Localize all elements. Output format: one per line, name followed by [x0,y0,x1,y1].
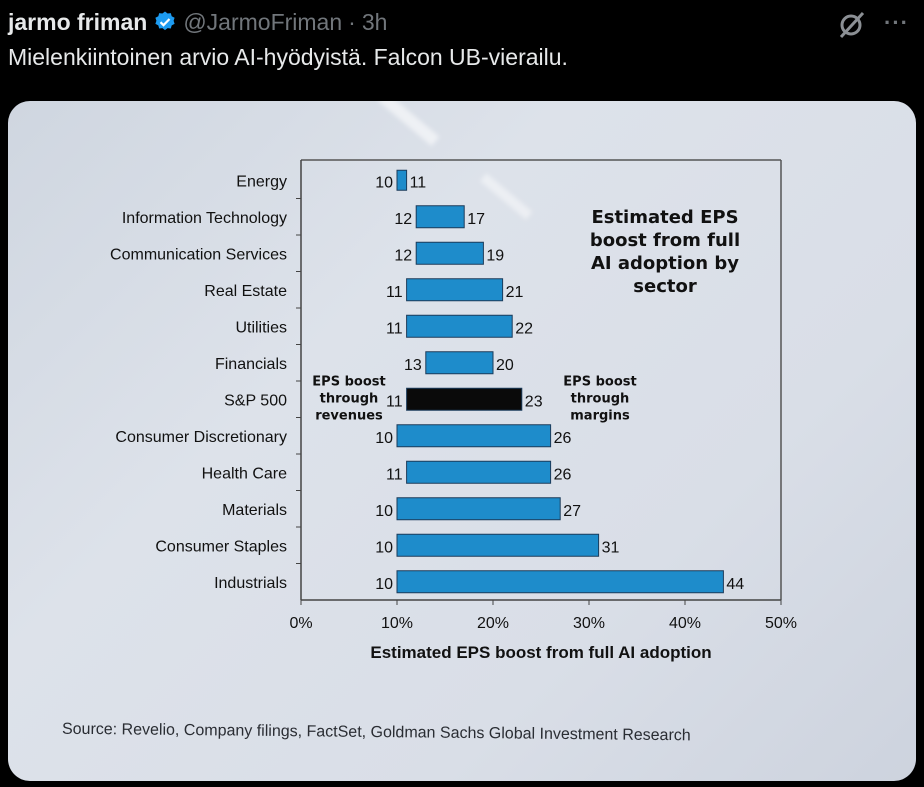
x-axis-title: Estimated EPS boost from full AI adoptio… [370,643,711,662]
annotation-margins: margins [570,408,630,423]
value-label-start: 10 [375,503,393,520]
value-label-start: 10 [375,174,393,191]
value-label-start: 12 [394,211,412,228]
value-label-start: 11 [386,284,403,301]
category-label: Energy [236,173,287,190]
category-label: Health Care [202,465,287,482]
x-tick-label: 50% [765,615,797,632]
bar-materials [396,497,561,521]
bar-consumer-discretionary [396,424,552,448]
bar-health-care [406,460,552,484]
category-label: Utilities [235,319,287,336]
tweet-media-photo[interactable]: 0% 10% 20% 30% 40% 50% Estimated EPS boost fro… [8,101,916,781]
category-label: Consumer Discretionary [115,429,287,446]
value-label-start: 10 [375,430,393,447]
author-name[interactable]: jarmo friman [8,8,148,35]
bar-s-p-500 [406,387,523,411]
annotation-revenues: through [320,391,379,406]
value-label-end: 19 [486,247,504,264]
chart-title-line: Estimated EPS [591,207,738,228]
value-label-end: 21 [506,284,524,301]
chart-title-line: sector [633,276,697,297]
bar-industrials [396,570,724,594]
separator: · [348,8,356,35]
value-label-end: 11 [410,174,427,191]
x-tick-label: 10% [381,615,413,632]
value-label-end: 26 [554,466,572,483]
chart-title-line: boost from full [590,230,740,251]
more-options-icon[interactable]: ··· [884,10,909,35]
annotation-margins: EPS boost [563,374,636,389]
bar-consumer-staples [396,533,600,557]
value-label-end: 26 [554,430,572,447]
value-label-start: 11 [386,320,403,337]
bar-utilities [406,314,513,338]
x-tick-label: 20% [477,615,509,632]
bar-communication-services [415,241,484,265]
annotation-revenues: EPS boost [312,374,385,389]
value-label-end: 22 [515,320,533,337]
value-label-start: 11 [386,393,403,410]
category-label: Information Technology [122,210,287,227]
value-label-start: 11 [386,466,403,483]
chart-title-line: AI adoption by [591,253,739,274]
value-label-end: 31 [602,539,620,556]
author-handle[interactable]: @JarmoFriman [183,8,343,35]
annotation-margins: through [571,391,630,406]
bar-information-technology [415,205,465,229]
annotation-revenues: revenues [315,408,383,423]
grok-icon[interactable] [836,8,868,40]
eps-chart: 0% 10% 20% 30% 40% 50% Estimated EPS boost fro… [110,159,797,662]
value-label-end: 23 [525,393,543,410]
tweet-text: Mielenkiintoinen arvio AI-hyödyistä. Fal… [8,44,568,70]
category-label: Industrials [214,575,287,592]
value-label-end: 44 [726,576,744,593]
verified-badge-icon [153,10,177,34]
category-label: Financials [215,356,287,373]
x-tick-label: 30% [573,615,605,632]
bar-real-estate [406,278,504,302]
category-label: Consumer Staples [155,538,287,555]
category-label: Real Estate [204,283,287,300]
category-label: Communication Services [110,246,287,263]
tweet-header: jarmo friman @JarmoFriman · 3h [8,6,387,38]
value-label-start: 12 [394,247,412,264]
value-label-end: 17 [467,211,485,228]
value-label-start: 10 [375,539,393,556]
timestamp[interactable]: 3h [361,8,388,35]
value-label-end: 20 [496,357,514,374]
value-label-end: 27 [563,503,581,520]
category-label: Materials [222,502,287,519]
bar-financials [425,351,494,375]
category-label: S&P 500 [224,392,287,409]
value-label-start: 10 [375,576,393,593]
bar-energy [396,169,408,191]
x-tick-label: 0% [289,615,312,632]
value-label-start: 13 [404,357,422,374]
x-tick-label: 40% [669,615,701,632]
